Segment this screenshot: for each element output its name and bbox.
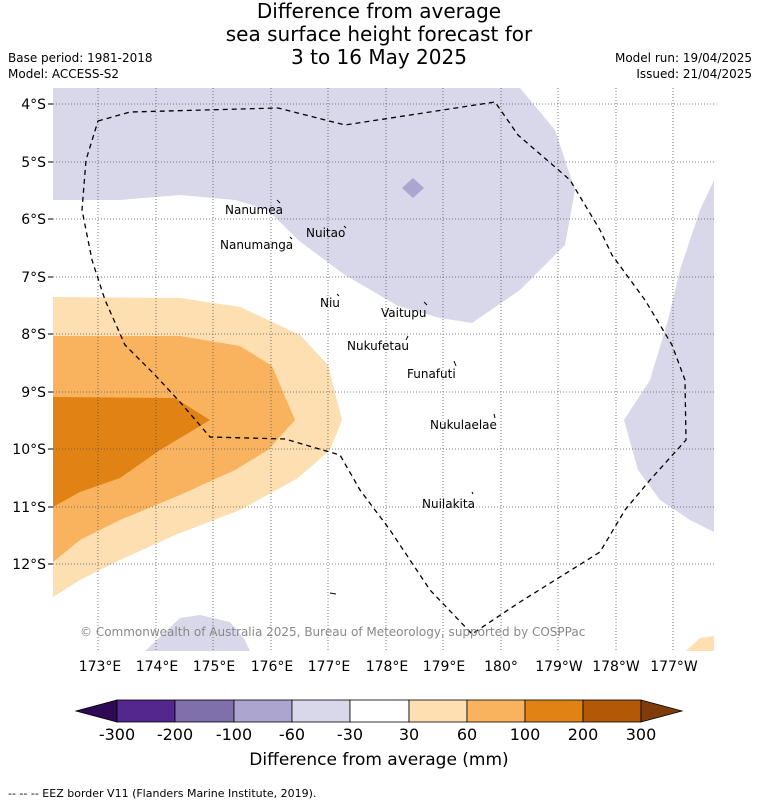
anomaly-region-neg-30-60-east — [624, 180, 714, 532]
colorbar-tick-label: -30 — [336, 725, 364, 744]
lat-label: 9°S — [21, 385, 46, 401]
anomaly-region-pos-100-200 — [53, 397, 210, 507]
place-label-nuitao: Nuitao — [306, 226, 345, 240]
issued-label: Issued: 21/04/2025 — [636, 67, 752, 81]
colorbar-tick-label: -100 — [215, 725, 253, 744]
lon-label: 176°E — [251, 659, 294, 675]
colorbar-bin — [349, 699, 410, 723]
colorbar-bin — [524, 699, 584, 723]
colorbar-bin — [116, 699, 176, 723]
colorbar-bin — [466, 699, 526, 723]
title-line-3: 3 to 16 May 2025 — [291, 45, 467, 69]
lon-label: 178°W — [592, 659, 640, 675]
colorbar-tick-label: -300 — [98, 725, 136, 744]
anomaly-region-pos-30-60-se — [686, 636, 714, 651]
gridlines — [53, 88, 714, 651]
model-label: Model: ACCESS-S2 — [8, 67, 120, 81]
lon-label: 179°E — [423, 659, 466, 675]
lat-label: 8°S — [21, 327, 46, 343]
lat-label: 10°S — [12, 442, 46, 458]
title-line-2: sea surface height forecast for — [225, 22, 533, 46]
place-label-nukufetau: Nukufetau — [347, 339, 409, 353]
base-period-label: Base period: 1981-2018 — [8, 51, 153, 65]
place-label-vaitupu: Vaitupu — [381, 306, 427, 320]
colorbar-label: Difference from average (mm) — [249, 750, 509, 770]
colorbar-bin — [408, 699, 468, 723]
map-area: Nanumea Nuitao Nanumanga Niu Vaitupu Nuk… — [53, 88, 714, 651]
lat-label: 12°S — [12, 557, 46, 573]
colorbar-tick-label: 100 — [509, 725, 541, 744]
colorbar-bin — [233, 699, 293, 723]
island-markers — [276, 199, 496, 595]
lon-label: 175°E — [193, 659, 236, 675]
place-label-nanumea: Nanumea — [225, 203, 283, 217]
place-label-nuilakita: Nuilakita — [422, 497, 475, 511]
colorbar-extend-low — [74, 699, 118, 723]
lon-label: 177°E — [308, 659, 351, 675]
colorbar-bin — [174, 699, 235, 723]
colorbar-bin — [291, 699, 351, 723]
place-label-nukulaelae: Nukulaelae — [430, 418, 497, 432]
lat-label: 6°S — [21, 212, 46, 228]
lat-label: 5°S — [21, 155, 46, 171]
place-label-niu: Niu — [320, 296, 340, 310]
lon-label: 179°W — [535, 659, 583, 675]
place-label-nanumanga: Nanumanga — [220, 238, 293, 252]
colorbar-tick-label: -200 — [156, 725, 194, 744]
copyright-text: © Commonwealth of Australia 2025, Bureau… — [80, 625, 585, 639]
colorbar-tick-label: 200 — [567, 725, 599, 744]
anomaly-region-neg-60-100 — [402, 178, 424, 198]
lon-label: 180° — [484, 659, 518, 675]
anomaly-region-neg-30-60-south — [145, 615, 250, 651]
colorbar-tick-label: 60 — [456, 725, 478, 744]
lat-label: 4°S — [21, 97, 46, 113]
eez-legend-note: -- -- -- EEZ border V11 (Flanders Marine… — [8, 787, 317, 800]
colorbar-tick-label: 300 — [625, 725, 657, 744]
colorbar-tick-label: 30 — [398, 725, 420, 744]
colorbar-extend-high — [640, 699, 684, 723]
lon-label: 178°E — [366, 659, 409, 675]
colorbar-bin — [582, 699, 642, 723]
lat-label: 11°S — [12, 500, 46, 516]
colorbar-tick-label: -60 — [278, 725, 306, 744]
lat-label: 7°S — [21, 270, 46, 286]
place-label-funafuti: Funafuti — [407, 367, 456, 381]
anomaly-region-neg-30-60 — [53, 88, 575, 323]
model-run-label: Model run: 19/04/2025 — [614, 51, 752, 65]
title-line-1: Difference from average — [256, 0, 502, 23]
lon-label: 177°W — [650, 659, 698, 675]
lon-label: 173°E — [79, 659, 122, 675]
lon-label: 174°E — [136, 659, 179, 675]
eez-border — [81, 101, 687, 635]
colorbar — [74, 699, 684, 723]
